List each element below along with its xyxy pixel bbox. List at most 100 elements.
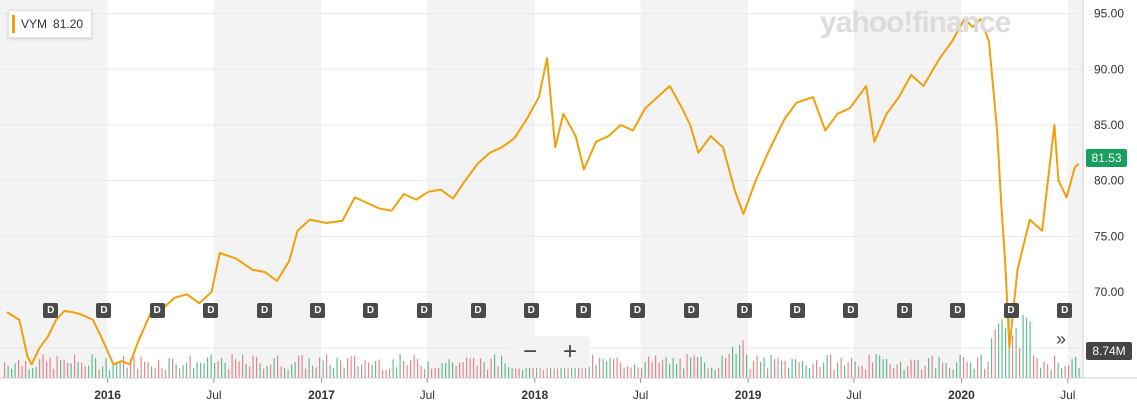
volume-bar	[1015, 327, 1017, 378]
volume-bar	[413, 354, 415, 378]
volume-bar	[410, 359, 412, 378]
volume-bar	[763, 357, 765, 378]
volume-bar	[420, 366, 422, 378]
volume-bar	[991, 338, 993, 378]
current-price-tag: 81.53	[1086, 149, 1127, 167]
volume-bar	[553, 368, 555, 378]
dividend-marker[interactable]: D	[149, 303, 165, 318]
volume-bar	[193, 368, 195, 378]
legend-value: 81.20	[53, 17, 84, 31]
volume-bar	[382, 369, 384, 378]
expand-chevron-icon[interactable]: »	[1055, 328, 1066, 349]
volume-bar	[490, 358, 492, 378]
volume-bar	[837, 362, 839, 378]
dividend-marker[interactable]: D	[576, 303, 592, 318]
volume-bar	[116, 362, 118, 378]
x-tick-label: 2018	[521, 388, 548, 402]
volume-bar	[658, 362, 660, 378]
volume-bar	[970, 362, 972, 378]
volume-bar	[949, 367, 951, 378]
volume-bar	[172, 358, 174, 378]
dividend-marker[interactable]: D	[897, 303, 913, 318]
zoom-out-button[interactable]: −	[522, 338, 537, 365]
volume-bar	[168, 358, 170, 378]
volume-bar	[354, 355, 356, 378]
volume-bar	[889, 364, 891, 378]
volume-bar	[777, 357, 779, 378]
dividend-marker[interactable]: D	[789, 303, 805, 318]
time-band	[1067, 0, 1083, 378]
dividend-marker[interactable]: D	[257, 303, 273, 318]
month-bands	[0, 0, 1083, 378]
dividend-marker[interactable]: D	[1057, 303, 1073, 318]
dividend-marker[interactable]: D	[416, 303, 432, 318]
volume-bar	[924, 365, 926, 378]
dividend-marker[interactable]: D	[470, 303, 486, 318]
dividend-marker[interactable]: D	[523, 303, 539, 318]
volume-bar	[81, 362, 83, 378]
y-tick-label: 90.00	[1094, 62, 1124, 76]
dividend-marker[interactable]: D	[843, 303, 859, 318]
volume-bar	[977, 357, 979, 378]
volume-bar	[788, 367, 790, 378]
volume-bar	[448, 359, 450, 378]
volume-bar	[200, 362, 202, 378]
volume-bar	[854, 361, 856, 378]
volume-bar	[371, 365, 373, 378]
volume-bar	[819, 367, 821, 378]
volume-bar	[112, 362, 114, 378]
volume-bar	[567, 359, 569, 378]
volume-bar	[1075, 357, 1077, 378]
volume-bar	[938, 356, 940, 378]
volume-bar	[333, 368, 335, 378]
volume-bar	[228, 369, 230, 378]
dividend-marker[interactable]: D	[683, 303, 699, 318]
dividend-marker[interactable]: D	[950, 303, 966, 318]
volume-bar	[802, 360, 804, 378]
volume-bar	[760, 361, 762, 378]
volume-bar	[476, 365, 478, 378]
volume-bar	[784, 360, 786, 378]
dividend-marker[interactable]: D	[630, 303, 646, 318]
volume-bar	[189, 355, 191, 378]
zoom-controls: − +	[510, 336, 590, 368]
volume-bar	[357, 366, 359, 378]
volume-bar	[511, 360, 513, 378]
dividend-marker[interactable]: D	[203, 303, 219, 318]
series-legend[interactable]: VYM 81.20	[8, 10, 93, 38]
dividend-marker[interactable]: D	[362, 303, 378, 318]
dividend-marker[interactable]: D	[43, 303, 59, 318]
dividend-marker[interactable]: D	[96, 303, 112, 318]
volume-bar	[861, 365, 863, 378]
x-tick-label: 2019	[735, 388, 762, 402]
dividend-marker[interactable]: D	[1003, 303, 1019, 318]
volume-bar	[858, 366, 860, 378]
volume-bar	[620, 362, 622, 378]
volume-bar	[501, 355, 503, 378]
volume-bar	[217, 361, 219, 378]
volume-bar	[644, 361, 646, 378]
volume-bar	[812, 363, 814, 378]
volume-bar	[154, 367, 156, 378]
volume-bar	[224, 362, 226, 378]
volume-bar	[18, 359, 20, 378]
dividend-marker[interactable]: D	[310, 303, 326, 318]
volume-bar	[109, 369, 111, 378]
x-tick-label: Jul	[846, 388, 861, 402]
volume-bar	[151, 366, 153, 378]
volume-bar	[182, 365, 184, 378]
volume-bar	[266, 365, 268, 378]
volume-bar	[966, 361, 968, 378]
x-tick-label: Jul	[206, 388, 221, 402]
volume-bar	[900, 361, 902, 378]
zoom-in-button[interactable]: +	[562, 338, 577, 365]
volume-bar	[231, 354, 233, 378]
volume-bar	[616, 357, 618, 378]
volume-bar	[312, 365, 314, 378]
volume-bar	[158, 360, 160, 378]
volume-bar	[427, 361, 429, 378]
dividend-marker[interactable]: D	[737, 303, 752, 318]
volume-bar	[119, 362, 121, 378]
volume-bar	[347, 357, 349, 378]
time-band	[640, 0, 749, 378]
